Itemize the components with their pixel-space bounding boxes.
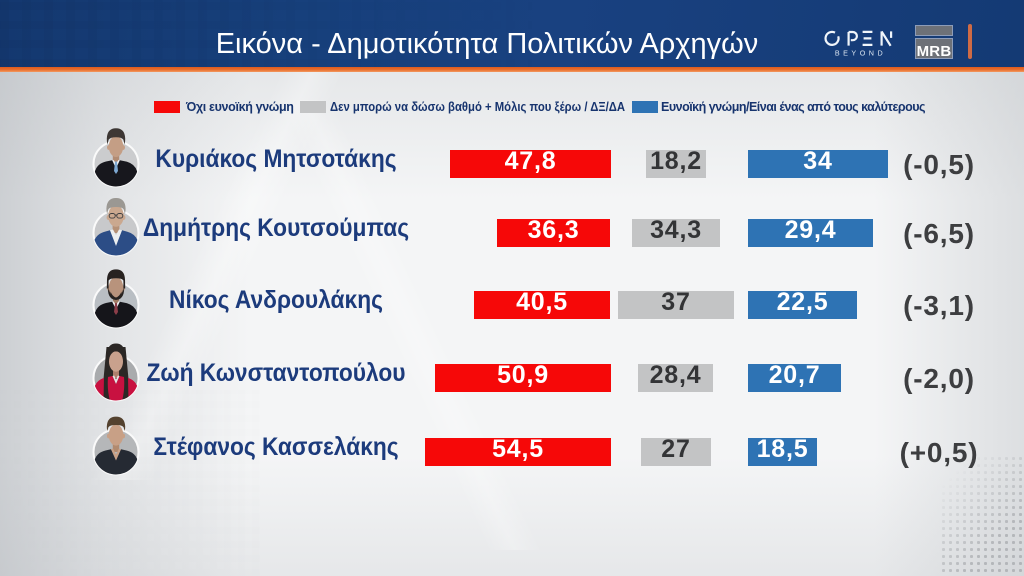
svg-text:BEYOND: BEYOND xyxy=(835,49,886,58)
